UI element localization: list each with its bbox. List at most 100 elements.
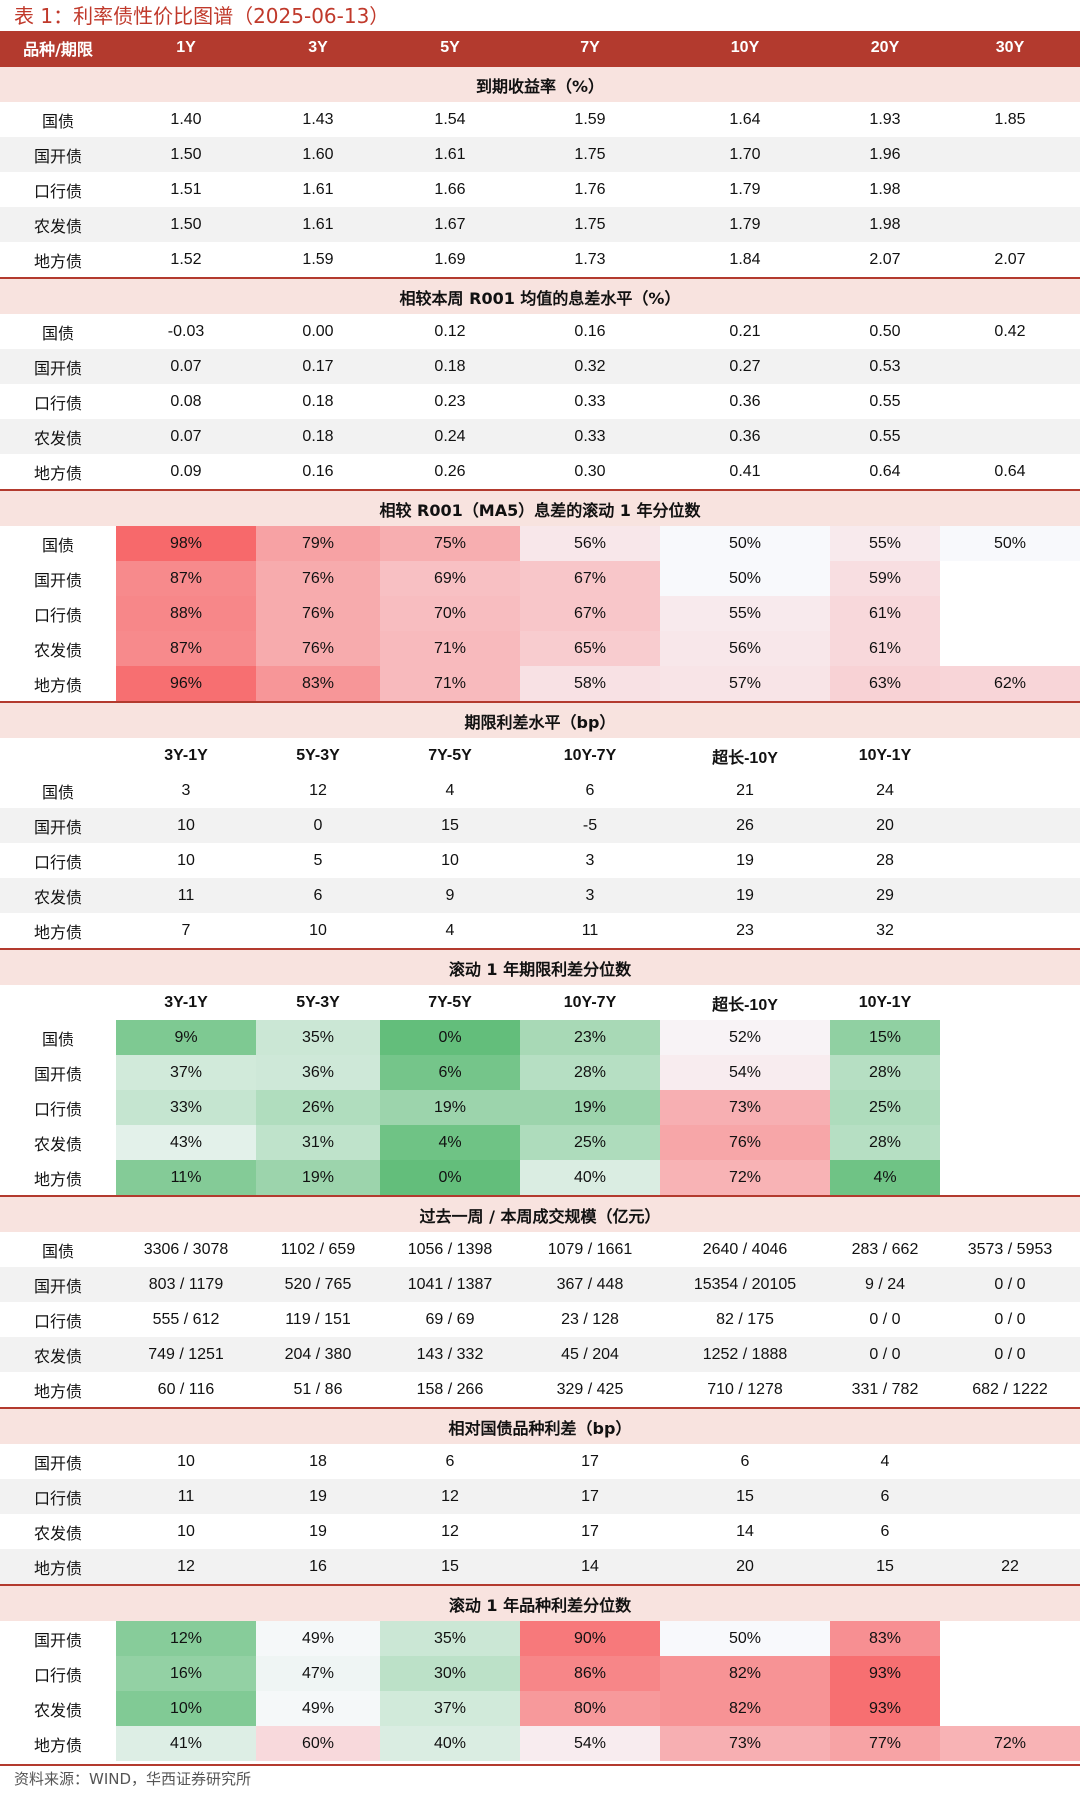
table-cell: 1.73 [574,250,606,268]
table-cell: 14 [520,1549,660,1585]
table-cell: 3306 / 3078 [143,1240,229,1258]
table-cell: 0.50 [869,322,901,340]
table-cell: 62% [940,666,1080,702]
table-cell: 10 [177,1452,195,1470]
table-row: 国债 3306 / 3078 1102 / 659 1056 / 1398 1079 /… [0,1232,1080,1267]
table-row: 地方债 1.52 1.59 1.69 1.73 1.84 2.07 2.07 [0,242,1080,278]
table-row: 农发债 0.07 0.18 0.24 0.33 0.36 0.55 [0,419,1080,454]
table-cell: 6 [256,878,380,913]
table-cell: 0.24 [380,419,520,454]
table-cell: 67% [520,561,660,596]
table-cell: 86% [520,1656,660,1691]
table-row: 国开债 37% 36% 6% 28% 54% 28% [0,1055,1080,1090]
table-cell: 22 [940,1549,1080,1585]
table-cell: 15354 / 20105 [660,1267,830,1302]
table-cell: 77% [830,1726,940,1761]
table-cell: 1056 / 1398 [407,1240,493,1258]
table-cell: 4 [445,781,455,799]
table-title: 表 1：利率债性价比图谱（2025-06-13） [14,4,390,28]
table-cell: 2.07 [869,250,901,268]
table-cell: 0.55 [869,392,901,410]
table-cell: 749 / 1251 [116,1337,256,1372]
table-cell: 56% [520,526,660,561]
spread-subheader-cell: 5Y-3Y [296,993,340,1011]
row-label: 口行债 [33,852,82,872]
table-cell: 93% [830,1691,940,1726]
table-cell: 0.30 [574,462,606,480]
table-cell: 710 / 1278 [707,1380,783,1398]
table-cell: 28% [830,1125,940,1160]
table-cell: 6 [880,1522,890,1540]
table-cell: 204 / 380 [256,1337,380,1372]
table-cell: 83% [256,666,380,702]
section-header: 滚动 1 年期限利差分位数 [0,948,1080,985]
spread-subheader-cell: 3Y-1Y [164,746,208,764]
row-label: 地方债 [33,675,82,695]
row-label: 口行债 [0,1479,116,1514]
table-cell: 19 [736,851,754,869]
table-cell: 1.85 [994,110,1026,128]
section-title: 相较 R001（MA5）息差的滚动 1 年分位数 [0,489,1080,526]
table-cell: 12 [116,1549,256,1585]
row-label: 农发债 [33,1700,82,1720]
table-cell: 65% [520,631,660,666]
table-cell: 0.64 [994,462,1026,480]
table-cell: 87% [116,631,256,666]
table-cell: 50% [660,561,830,596]
table-row: 国开债 803 / 1179 520 / 765 1041 / 1387 367 / 4… [0,1267,1080,1302]
row-label: 地方债 [33,1169,82,1189]
table-cell: 23 [736,921,754,939]
table-cell: 18 [309,1452,327,1470]
table-cell: 0.32 [520,349,660,384]
table-cell: 1.98 [869,180,901,198]
table-cell: 28% [520,1055,660,1090]
header-tenor: 1Y [116,31,256,66]
table-row: 农发债 749 / 1251 204 / 380 143 / 332 45 / 204 1… [0,1337,1080,1372]
table-cell: 10 [177,851,195,869]
table-cell: 9 [380,878,520,913]
table-cell: 12 [380,1479,520,1514]
table-cell: 19% [256,1160,380,1196]
table-row: 国债 -0.03 0.00 0.12 0.16 0.21 0.50 0.42 [0,314,1080,349]
table-cell: 90% [520,1621,660,1656]
row-label: 地方债 [33,1381,82,1401]
section-header: 期限利差水平（bp） [0,701,1080,738]
table-cell: 72% [660,1160,830,1196]
table-cell [940,384,1080,419]
table-cell: 3 [181,781,191,799]
table-row: 国开债 10 18 6 17 6 4 [0,1444,1080,1479]
row-label: 国债 [41,323,74,343]
table-row: 地方债 60 / 116 51 / 86 158 / 266 329 / 425 710 … [0,1372,1080,1408]
row-label: 国开债 [0,349,116,384]
table-cell: 24 [876,781,894,799]
table-cell: 71% [380,666,520,702]
table-cell: 283 / 662 [851,1240,919,1258]
table-cell: 0.09 [170,462,202,480]
table-cell: 16 [256,1549,380,1585]
section-header: 过去一周 / 本周成交规模（亿元） [0,1195,1080,1232]
table-cell: 0.33 [520,419,660,454]
table-cell: 72% [940,1726,1080,1761]
table-cell [940,1479,1080,1514]
spread-subheader-cell: 超长-10Y [712,996,778,1014]
section-header: 滚动 1 年品种利差分位数 [0,1584,1080,1621]
table-cell: 0.23 [434,392,466,410]
table-cell: 16% [116,1656,256,1691]
table-cell: 69% [380,561,520,596]
table-cell [940,1020,1080,1055]
table-row: 国开债 10 0 15 -5 26 20 [0,808,1080,843]
table-cell: 47% [256,1656,380,1691]
table-cell: 5 [313,851,323,869]
table-row: 国债 9% 35% 0% 23% 52% 15% [0,1020,1080,1055]
table-cell: 17 [520,1479,660,1514]
table-cell: 1.79 [660,207,830,242]
row-label: 国开债 [33,1064,82,1084]
spread-subheader-cell: 3Y-1Y [164,993,208,1011]
table-cell: 11% [116,1160,256,1196]
table-cell: 1.75 [520,137,660,172]
row-label: 口行债 [33,605,82,625]
source-note: 资料来源：WIND，华西证券研究所 [14,1770,252,1788]
table-cell: 43% [116,1125,256,1160]
table-cell: 76% [660,1125,830,1160]
spread-subheader-cell: 超长-10Y [712,749,778,767]
